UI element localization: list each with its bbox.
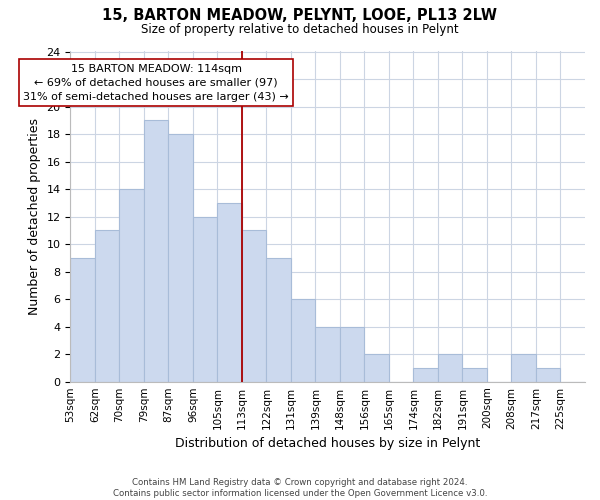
Bar (511, 354, 536, 382)
Bar (340, 326, 364, 382)
Text: Size of property relative to detached houses in Pelynt: Size of property relative to detached ho… (141, 22, 459, 36)
Bar (70, 258, 95, 382)
Text: Contains HM Land Registry data © Crown copyright and database right 2024.
Contai: Contains HM Land Registry data © Crown c… (113, 478, 487, 498)
Bar (266, 258, 291, 382)
Bar (119, 189, 144, 382)
Bar (291, 299, 316, 382)
Bar (217, 203, 242, 382)
Bar (193, 216, 217, 382)
Bar (413, 368, 438, 382)
Y-axis label: Number of detached properties: Number of detached properties (28, 118, 41, 315)
Bar (438, 354, 463, 382)
Bar (169, 134, 193, 382)
Bar (364, 354, 389, 382)
Bar (242, 230, 266, 382)
Bar (463, 368, 487, 382)
Bar (536, 368, 560, 382)
Bar (316, 326, 340, 382)
Bar (144, 120, 169, 382)
Text: 15, BARTON MEADOW, PELYNT, LOOE, PL13 2LW: 15, BARTON MEADOW, PELYNT, LOOE, PL13 2L… (103, 8, 497, 22)
Bar (95, 230, 119, 382)
X-axis label: Distribution of detached houses by size in Pelynt: Distribution of detached houses by size … (175, 437, 481, 450)
Text: 15 BARTON MEADOW: 114sqm
← 69% of detached houses are smaller (97)
31% of semi-d: 15 BARTON MEADOW: 114sqm ← 69% of detach… (23, 64, 289, 102)
